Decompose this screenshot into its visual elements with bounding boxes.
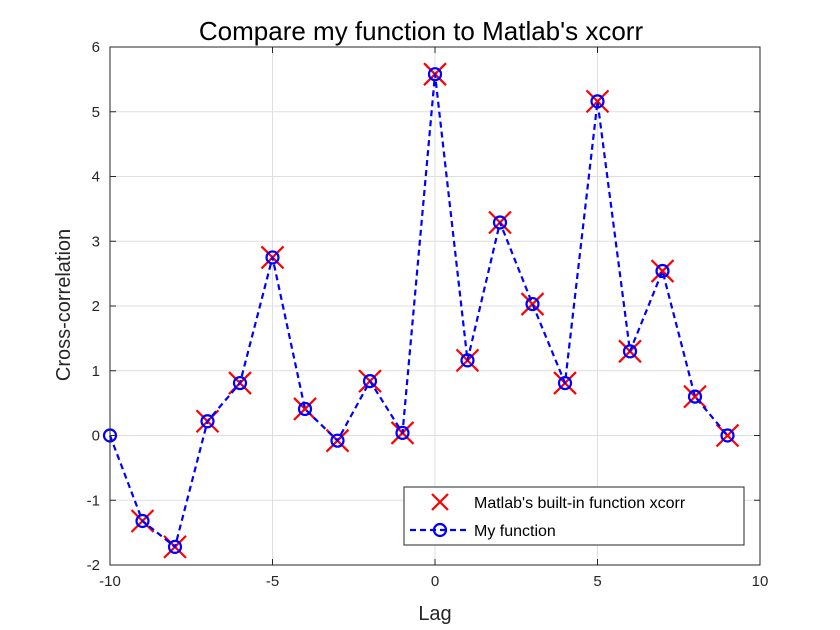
- x-axis-label: Lag: [418, 603, 451, 625]
- x-marker-point: [650, 259, 675, 283]
- legend-x-marker-icon: [431, 493, 449, 511]
- circle-marker-point: [460, 353, 475, 368]
- x-marker-point: [585, 89, 610, 114]
- y-tick-label: 4: [92, 169, 100, 186]
- circle-marker-point: [622, 344, 638, 359]
- legend-circle-marker-icon: [432, 522, 448, 538]
- circle-marker-point: [167, 539, 183, 554]
- circle-marker-point: [200, 414, 215, 429]
- y-tick-label: 6: [92, 39, 100, 56]
- x-marker-point: [520, 292, 545, 316]
- circle-marker-point: [720, 428, 735, 443]
- circle-marker-point: [687, 389, 703, 404]
- legend-entry-matlab-xcorr: Matlab's built-in function xcorr: [431, 493, 686, 512]
- y-tick-label: 0: [92, 428, 100, 445]
- y-tick-label: 3: [92, 233, 100, 250]
- circle-marker-point: [395, 425, 410, 441]
- x-tick-label: 0: [431, 573, 439, 590]
- y-axis-label: Cross-correlation: [53, 229, 75, 381]
- legend-label-my-function: My function: [474, 523, 556, 540]
- y-tick-label: -1: [87, 492, 100, 509]
- circle-marker-point: [557, 375, 573, 391]
- y-tick-label: -2: [87, 557, 100, 574]
- circle-marker-point: [655, 263, 670, 279]
- circle-marker-point: [135, 513, 150, 529]
- circle-marker-point: [427, 67, 443, 82]
- x-tick-label: -5: [266, 573, 279, 590]
- y-tick-label: 2: [92, 298, 100, 315]
- legend-box: [403, 486, 745, 546]
- x-tick-label: -10: [99, 573, 121, 590]
- x-marker-point: [683, 384, 707, 409]
- legend: Matlab's built-in function xcorr My func…: [403, 486, 745, 546]
- x-marker-point: [293, 397, 317, 421]
- y-tick-label: 5: [92, 104, 100, 121]
- circle-marker-point: [362, 374, 378, 389]
- x-marker-point: [715, 423, 740, 448]
- legend-label-matlab-xcorr: Matlab's built-in function xcorr: [474, 495, 686, 512]
- chart-title: Compare my function to Matlab's xcorr: [199, 16, 644, 46]
- x-tick-label: 10: [752, 573, 769, 590]
- legend-entry-my-function: My function: [410, 522, 556, 540]
- circle-marker-point: [232, 375, 248, 391]
- y-tick-label: 1: [92, 363, 100, 380]
- series-line: [108, 73, 729, 548]
- circle-marker-point: [297, 401, 313, 417]
- x-tick-label: 5: [593, 573, 601, 590]
- circle-marker-point: [265, 250, 280, 265]
- circle-marker-point: [330, 433, 345, 448]
- circle-marker-point: [525, 296, 540, 312]
- circle-marker-point: [492, 215, 508, 230]
- series-layer: [102, 62, 740, 559]
- circle-marker-point: [590, 94, 605, 109]
